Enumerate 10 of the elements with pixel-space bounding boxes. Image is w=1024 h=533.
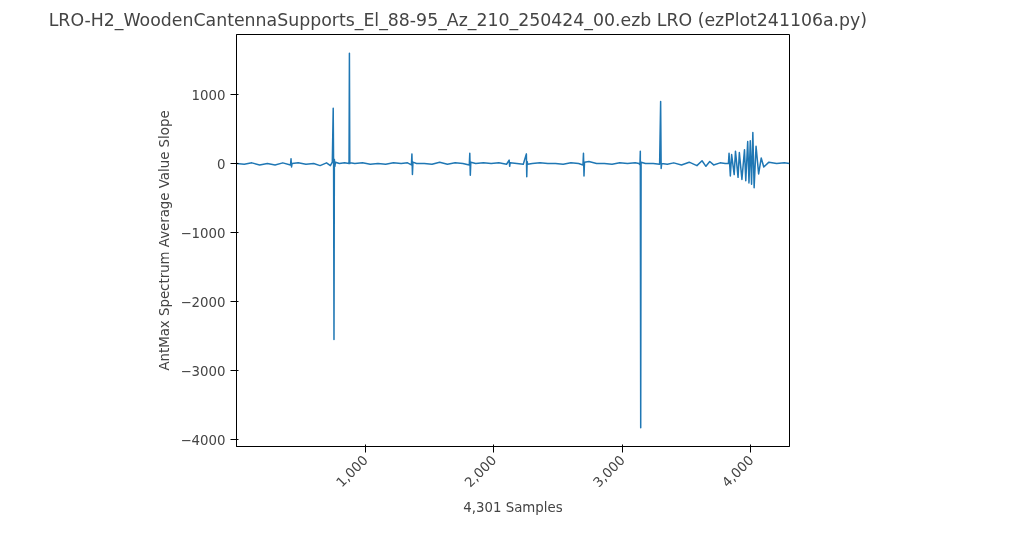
y-axis-title: AntMax Spectrum Average Value Slope xyxy=(157,110,173,371)
y-tick-label: −2000 xyxy=(180,294,226,310)
chart-title: LRO-H2_WoodenCantennaSupports_El_88-95_Az_210_250424_00.ezb LRO (ezPlot241106a.py) xyxy=(48,9,868,31)
x-axis-title: 4,301 Samples xyxy=(463,499,563,515)
y-tick-label: −4000 xyxy=(180,432,226,448)
y-tick-label: −1000 xyxy=(180,225,226,241)
y-tick-label: −3000 xyxy=(180,363,226,379)
y-tick-label: 0 xyxy=(217,156,226,172)
line-series xyxy=(236,52,790,429)
y-tick-label: 1000 xyxy=(191,87,226,103)
